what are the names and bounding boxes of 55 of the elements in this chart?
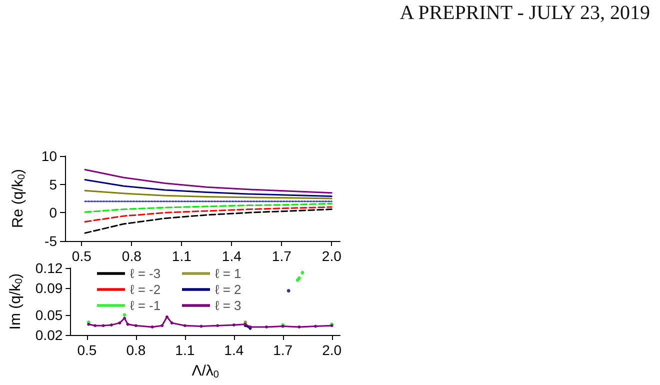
- legend-label: ℓ = -1: [130, 298, 161, 313]
- line-series: [87, 315, 334, 328]
- y-tick-label: 0.05: [35, 306, 63, 323]
- x-tick-label: 2.0: [322, 342, 342, 358]
- x-tick-label: 0.8: [122, 248, 142, 264]
- y-tick-label: 0.02: [35, 327, 63, 343]
- x-tick-label: 0.8: [126, 342, 146, 358]
- legend-label: ℓ = 3: [215, 298, 242, 313]
- x-tick-label: 0.5: [72, 248, 92, 264]
- y-tick-label: 0.12: [35, 260, 63, 276]
- point: [160, 324, 164, 328]
- y-axis-title: Re (q/k0): [10, 169, 28, 228]
- point: [118, 321, 122, 324]
- y-axis-title: Im (q/k0): [7, 273, 25, 330]
- y-tick-label: 5: [49, 176, 58, 192]
- point: [216, 324, 220, 328]
- point: [286, 289, 290, 293]
- point: [102, 324, 105, 328]
- legend-label: ℓ = -2: [130, 282, 161, 297]
- point: [122, 313, 126, 317]
- point: [170, 321, 174, 324]
- point: [183, 324, 186, 328]
- x-tick-label: 1.1: [175, 342, 195, 358]
- legend-label: ℓ = 2: [215, 282, 242, 297]
- point: [126, 322, 130, 326]
- y-tick-label: 0.09: [35, 280, 63, 296]
- legend-label: ℓ = 1: [215, 266, 242, 281]
- point: [94, 324, 97, 328]
- point: [110, 323, 113, 326]
- point: [298, 325, 301, 328]
- point: [300, 270, 304, 274]
- x-tick-label: 1.7: [272, 248, 292, 264]
- text: A PREPRINT - JULY 23, 2019: [400, 2, 650, 25]
- y-tick-label: 0: [49, 204, 58, 221]
- line-series: [84, 202, 332, 213]
- x-tick-label: 0.5: [77, 342, 97, 358]
- point: [232, 323, 236, 326]
- point: [123, 316, 126, 320]
- legend-label: ℓ = -3: [130, 266, 161, 281]
- x-tick-label: 1.4: [224, 342, 244, 358]
- line-series: [84, 190, 332, 200]
- x-tick-label: 2.0: [322, 248, 342, 264]
- point: [314, 324, 318, 328]
- line-series: [84, 208, 332, 234]
- point: [134, 324, 138, 328]
- line-series: [84, 168, 332, 194]
- line-series: [84, 179, 332, 197]
- y-tick-label: -5: [44, 233, 58, 249]
- point: [150, 325, 154, 328]
- x-tick-label: 1.4: [222, 248, 242, 264]
- x-tick-label: 1.1: [172, 248, 192, 264]
- y-tick-label: 10: [41, 148, 58, 164]
- point: [200, 324, 203, 328]
- line-series: [84, 206, 332, 222]
- x-tick-label: 1.7: [273, 342, 293, 358]
